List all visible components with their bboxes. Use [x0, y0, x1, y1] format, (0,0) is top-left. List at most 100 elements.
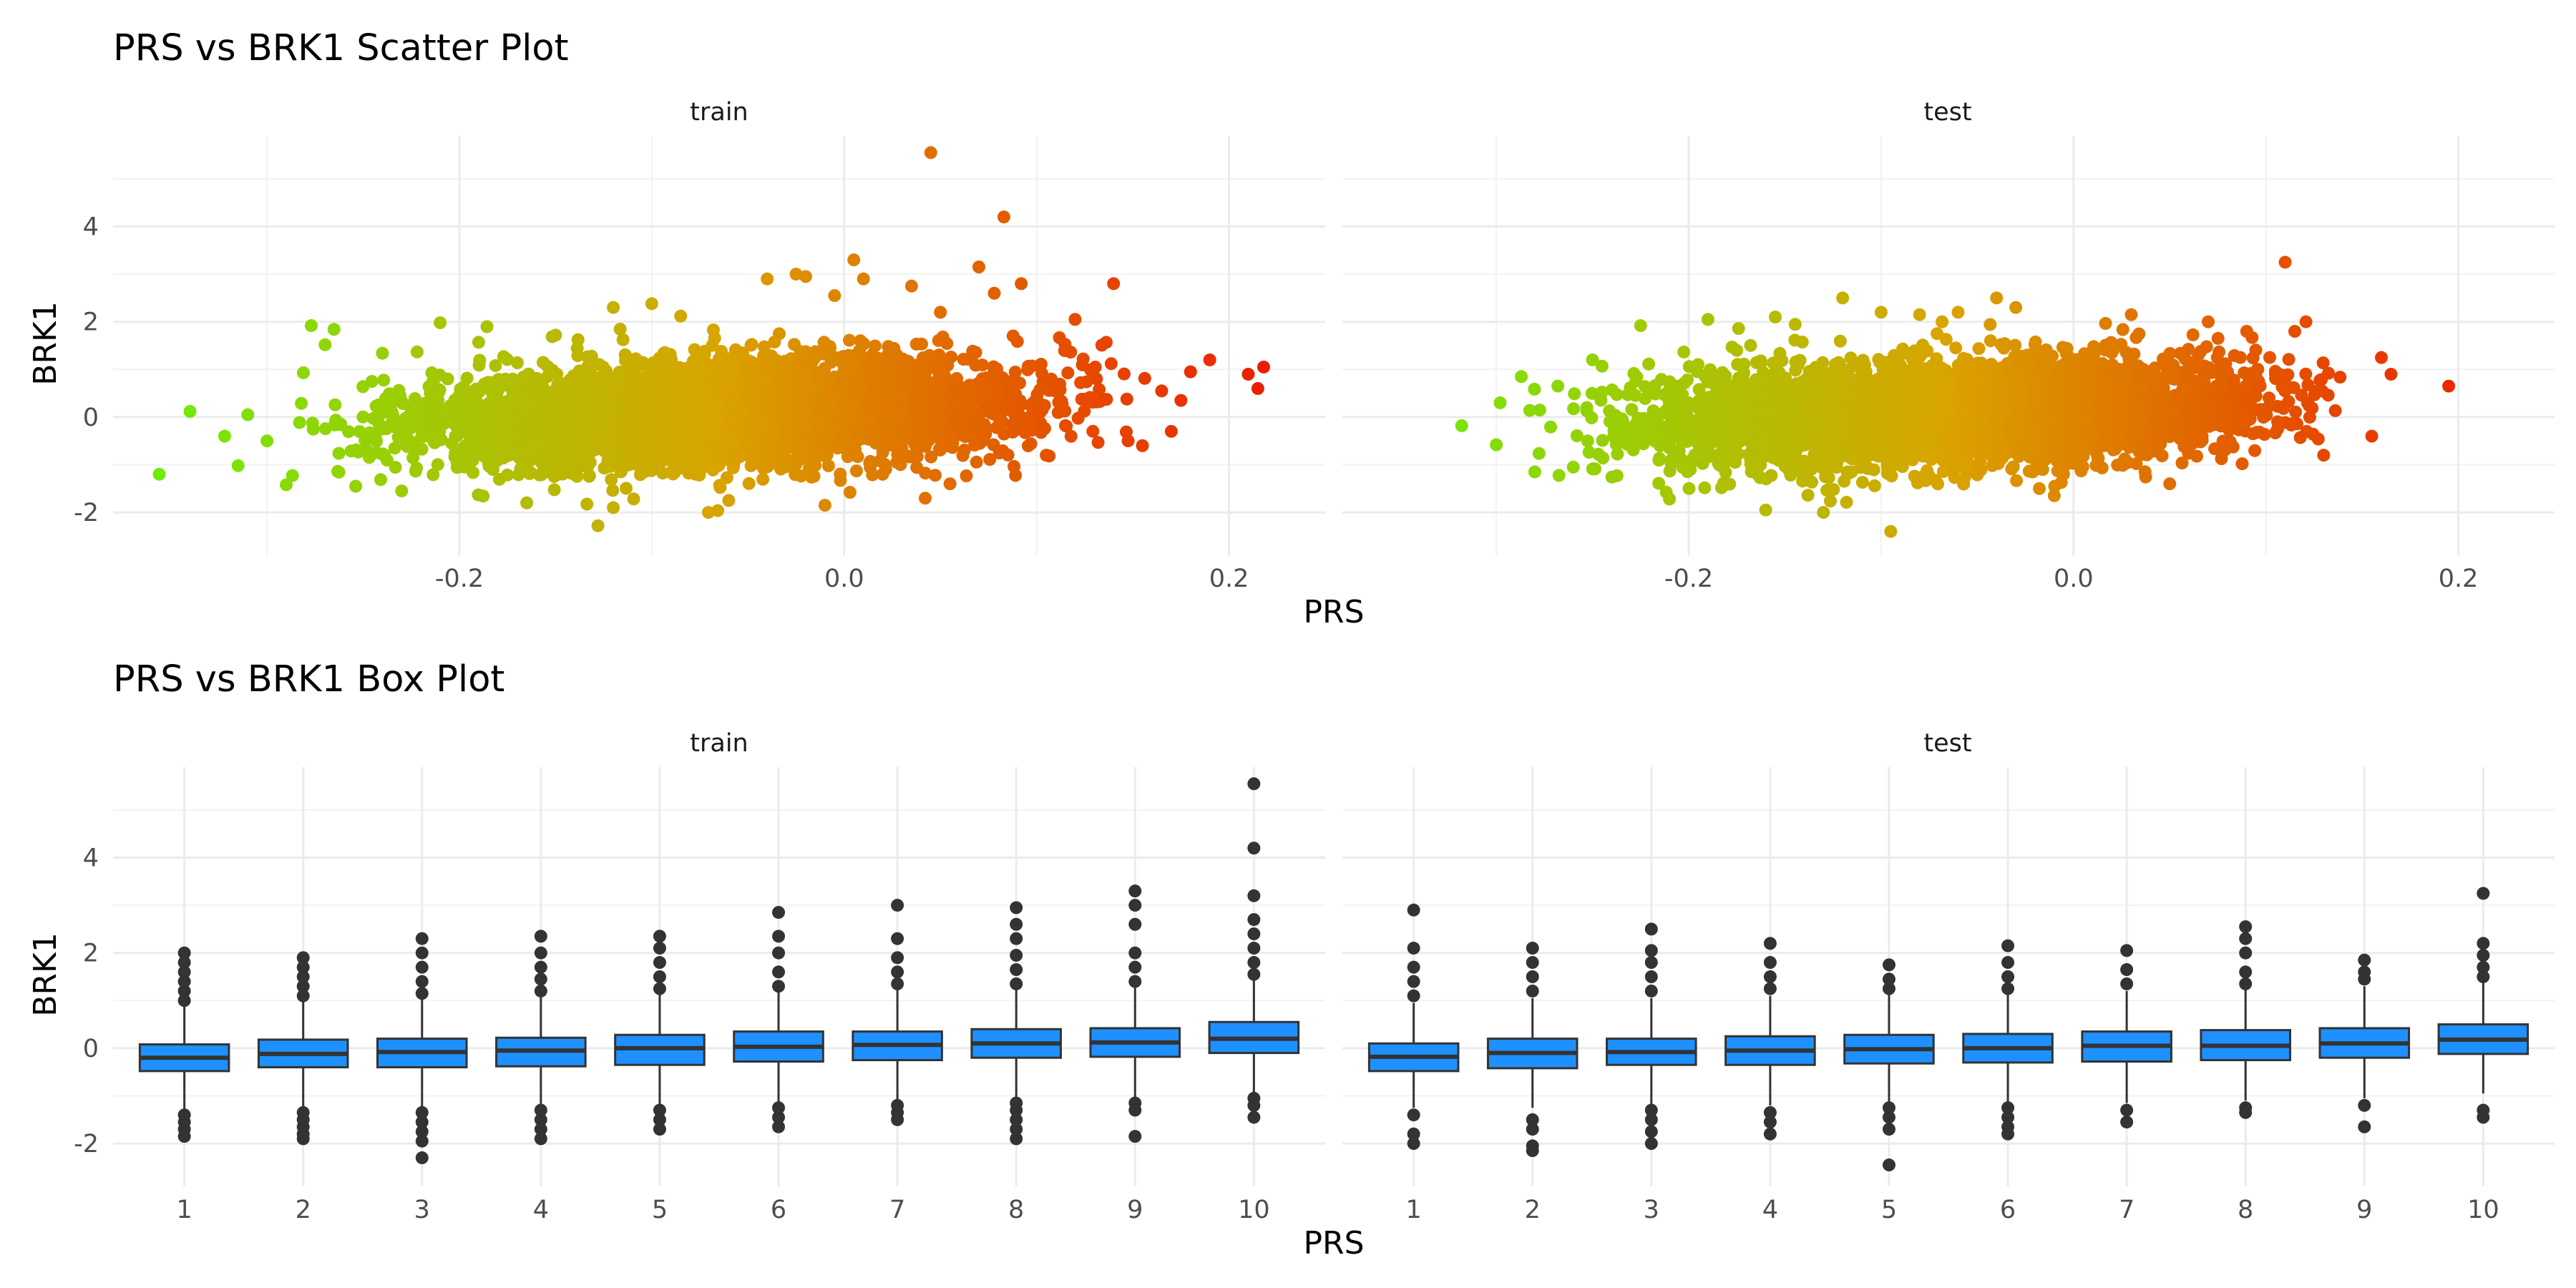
scatter-point: [689, 467, 702, 481]
scatter-point: [1091, 436, 1105, 449]
scatter-point: [1257, 360, 1270, 374]
scatter-x-tick-label: -0.2: [1664, 565, 1713, 593]
scatter-point: [711, 397, 725, 411]
scatter-point: [535, 457, 549, 470]
scatter-point-cloud: [1523, 315, 2347, 509]
scatter-point: [824, 389, 837, 403]
scatter-point: [756, 472, 770, 486]
scatter-point: [627, 376, 640, 390]
scatter-point: [545, 439, 558, 452]
scatter-point: [632, 409, 645, 422]
scatter-point: [713, 426, 726, 439]
scatter-point: [1075, 392, 1088, 406]
scatter-point: [884, 422, 897, 436]
scatter-point: [571, 462, 585, 476]
scatter-point: [691, 447, 705, 460]
scatter-point: [698, 348, 711, 361]
scatter-point: [857, 337, 871, 351]
scatter-point: [801, 396, 815, 410]
scatter-point: [990, 421, 1003, 434]
scatter-point: [849, 464, 863, 478]
scatter-point: [549, 328, 562, 342]
scatter-point: [799, 270, 812, 283]
scatter-point: [924, 146, 937, 160]
scatter-point: [526, 378, 540, 391]
scatter-point: [980, 371, 993, 384]
scatter-point: [555, 419, 568, 432]
scatter-point: [479, 403, 493, 416]
scatter-point: [575, 387, 588, 401]
scatter-point: [379, 422, 393, 436]
scatter-point: [752, 385, 766, 399]
scatter-point: [1744, 338, 1757, 352]
scatter-point: [607, 301, 620, 314]
scatter-point: [922, 348, 936, 362]
scatter-point: [306, 422, 320, 436]
scatter-point: [1058, 338, 1072, 351]
scatter-panel-train: -0.2 0.0 0.2: [113, 136, 1325, 593]
scatter-x-tick-label: 0.2: [2439, 565, 2479, 593]
scatter-point: [967, 416, 980, 430]
scatter-point: [426, 468, 440, 482]
scatter-point: [910, 461, 924, 474]
scatter-point: [947, 394, 961, 407]
scatter-point: [183, 404, 197, 418]
scatter-point: [449, 447, 462, 460]
scatter-point: [1074, 376, 1088, 389]
scatter-point: [502, 409, 516, 422]
scatter-point: [395, 484, 409, 498]
scatter-point: [557, 381, 571, 394]
scatter-point: [863, 456, 877, 469]
scatter-panel-test: -0.2 0.0 0.2: [1342, 136, 2555, 593]
scatter-point: [467, 466, 480, 479]
scatter-point: [794, 469, 808, 483]
scatter-point: [761, 272, 774, 286]
scatter-point: [569, 441, 582, 454]
scatter-point: [590, 396, 603, 409]
scatter-point: [472, 336, 485, 349]
scatter-point: [903, 450, 917, 464]
scatter-point: [492, 472, 506, 486]
scatter-point: [349, 479, 363, 493]
scatter-point: [960, 396, 974, 410]
scatter-point: [480, 320, 494, 333]
scatter-point: [241, 408, 255, 421]
scatter-point: [787, 411, 801, 425]
scatter-point: [987, 438, 1000, 452]
scatter-point: [979, 424, 992, 437]
scatter-point: [927, 361, 940, 375]
scatter-point: [677, 377, 691, 391]
scatter-point: [1068, 313, 1082, 326]
scatter-point: [819, 404, 832, 418]
scatter-point: [857, 272, 870, 286]
scatter-point: [912, 358, 925, 372]
scatter-point: [425, 404, 439, 416]
scatter-point: [930, 429, 943, 442]
scatter-point: [821, 459, 835, 472]
scatter-point: [649, 439, 662, 453]
scatter-point: [715, 353, 728, 367]
scatter-point: [477, 489, 490, 503]
scatter-point: [683, 402, 696, 416]
scatter-point: [349, 443, 363, 457]
scatter-point: [507, 441, 520, 455]
scatter-point: [463, 433, 477, 447]
scatter-point: [804, 381, 817, 394]
scatter-point: [934, 306, 947, 319]
scatter-point: [635, 426, 649, 440]
scatter-point: [749, 457, 763, 469]
scatter-point: [473, 353, 487, 367]
scatter-point: [260, 434, 274, 448]
scatter-point: [597, 407, 611, 421]
scatter-chart: PRS vs BRK1 Scatter Plot train test -0.2…: [27, 27, 2555, 630]
scatter-point: [848, 353, 862, 366]
scatter-point: [620, 482, 633, 495]
scatter-point: [332, 447, 346, 460]
scatter-point: [929, 469, 942, 482]
scatter-point: [374, 473, 387, 487]
scatter-point: [867, 376, 881, 389]
scatter-point: [556, 467, 570, 481]
scatter-point: [681, 414, 695, 428]
scatter-point: [501, 353, 514, 366]
scatter-point: [991, 387, 1005, 401]
